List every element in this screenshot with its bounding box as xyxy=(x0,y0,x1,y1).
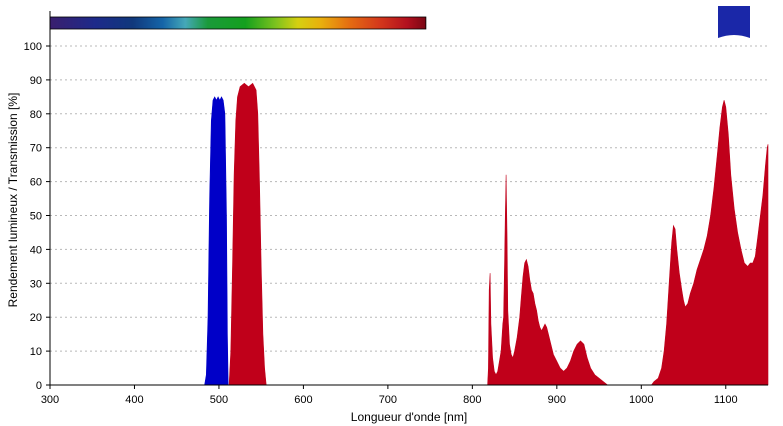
y-tick-label: 10 xyxy=(30,346,42,358)
x-tick-label: 600 xyxy=(294,394,312,406)
x-tick-label: 700 xyxy=(379,394,397,406)
zeiss-logo xyxy=(718,6,750,38)
series-area-1 xyxy=(204,96,229,386)
y-tick-label: 90 xyxy=(30,75,42,87)
y-tick-label: 0 xyxy=(36,380,42,392)
x-tick-label: 400 xyxy=(125,394,143,406)
series-area-3 xyxy=(487,174,609,386)
zeiss-logo-shape xyxy=(718,6,750,38)
x-tick-label: 800 xyxy=(463,394,481,406)
x-tick-label: 500 xyxy=(210,394,228,406)
y-tick-label: 60 xyxy=(30,177,42,189)
x-tick-label: 1100 xyxy=(714,394,738,406)
y-tick-label: 100 xyxy=(24,41,42,53)
axes: 0 10 20 30 40 50 60 70 80 90 100 300 400 500 600 700 800… xyxy=(24,11,768,406)
y-tick-label: 20 xyxy=(30,312,42,324)
x-tick-label: 300 xyxy=(41,394,59,406)
x-axis-title: Longueur d'onde [nm] xyxy=(351,410,467,424)
series-layer xyxy=(204,82,769,386)
y-tick-label: 40 xyxy=(30,244,42,256)
x-tick-label: 1000 xyxy=(629,394,653,406)
y-tick-label: 30 xyxy=(30,278,42,290)
y-axis-title: Rendement lumineux / Transmission [%] xyxy=(6,93,20,308)
series-area-2 xyxy=(228,82,267,386)
grid-lines xyxy=(50,45,768,352)
y-tick-label: 50 xyxy=(30,211,42,223)
spectrum-gradient xyxy=(49,16,427,30)
y-tick-label: 70 xyxy=(30,143,42,155)
x-tick-label: 900 xyxy=(548,394,566,406)
y-tick-label: 80 xyxy=(30,109,42,121)
series-area-4 xyxy=(650,100,769,386)
spectrum-bar xyxy=(49,16,427,30)
